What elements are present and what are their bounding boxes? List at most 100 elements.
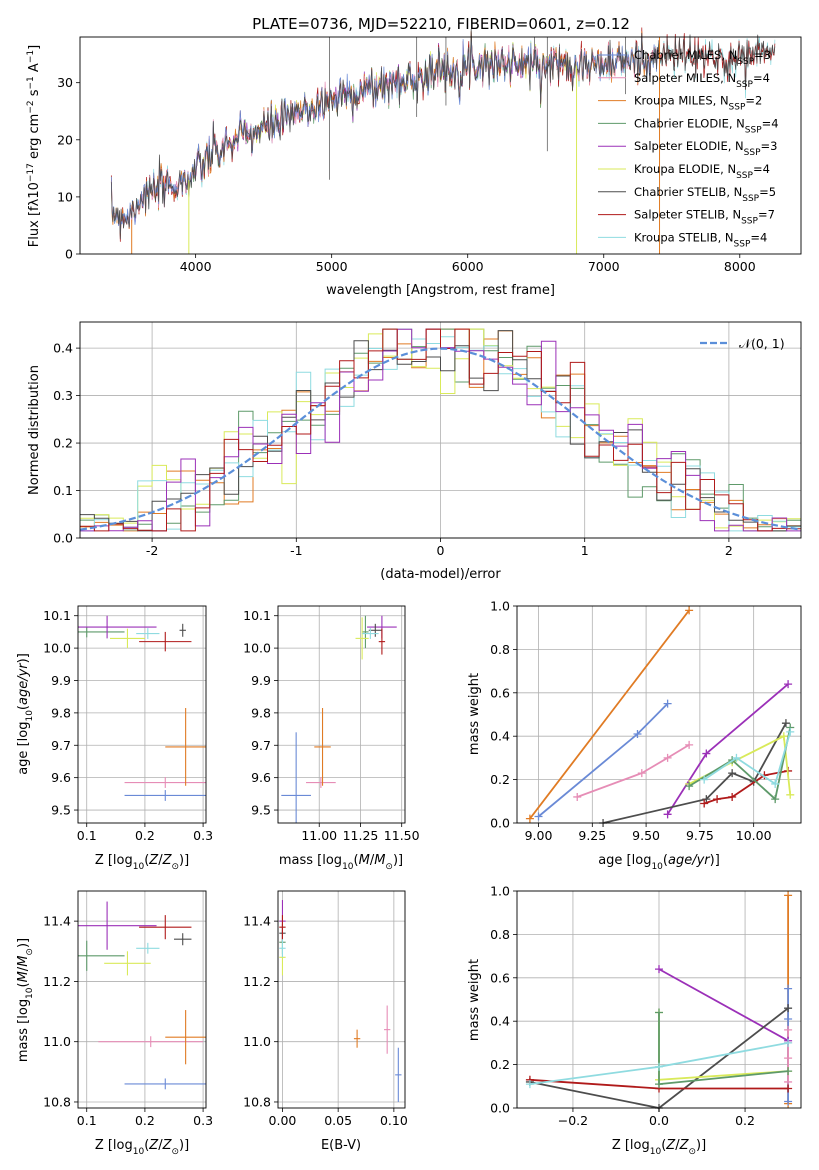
mass-vs-Z-ytick-label-3: 11.4 [43,914,71,929]
weight-vs-age-series-3-marker-1 [702,749,711,758]
spectrum-line-salpeter-elodie [184,35,577,191]
age-vs-mass-ytick-label-5: 10.0 [243,641,271,656]
age-vs-Z-xlabel: Z [log10(Z/Z⊙)] [95,853,189,872]
weight-vs-age-series-8-marker-2 [771,779,780,788]
weight-vs-age-series-7-marker-0 [685,782,694,791]
spectrum-legend-label-7: Salpeter STELIB, NSSP=7 [634,208,775,227]
residuals-ytick-label-3: 0.3 [53,388,73,403]
spectrum-ytick-label-2: 20 [57,132,73,147]
age-vs-mass-ytick-label-2: 9.7 [251,738,271,753]
age-vs-mass-frame [277,605,406,824]
mass-vs-Z-xlabel: Z [log10(Z/Z⊙)] [95,1138,189,1157]
age-vs-Z-xtick-label-2: 0.3 [193,828,213,843]
spectrum-xtick-label-0: 4000 [180,259,212,274]
age-vs-Z-ylabel: age [log10(age/yr)] [16,653,35,775]
spectrum-legend-label-4: Salpeter ELODIE, NSSP=3 [634,139,777,158]
weight-vs-age-series-6-marker-2 [779,732,788,741]
spectrum-line-kroupa-elodie [184,38,577,192]
weight-vs-age-series-7-marker-2 [771,795,780,804]
weight-vs-age-series-0-marker-0 [525,814,534,823]
age-vs-mass-xtick-label-1: 11.25 [343,828,379,843]
weight-vs-age-series-5-marker-1 [713,795,722,804]
residuals-xtick-label-2: 0 [437,543,445,558]
weight-vs-age-series-5-marker-2 [728,792,737,801]
mass-vs-ebv-ytick-label-2: 11.2 [243,974,271,989]
weight-vs-age-series-7 [688,727,792,801]
weight-vs-Z-series-5-marker-2 [784,1084,793,1093]
spectrum-ylabel: Flux [fλ10−17 erg cm−2 s−1 A−1] [26,45,42,247]
residuals-xtick-label-1: -1 [290,543,302,558]
weight-vs-age-frame [516,605,802,824]
weight-vs-Z-series-1-marker-1 [784,1015,793,1024]
weight-vs-age-series-4-marker-4 [781,719,790,728]
spectrum-xtick-label-1: 5000 [316,259,348,274]
weight-vs-age-ytick-label-4: 0.8 [490,642,510,657]
weight-vs-age-series-8 [703,731,792,786]
weight-vs-age-ylabel: mass weight [467,673,482,755]
mass-vs-ebv-ytick-label-0: 10.8 [243,1094,271,1109]
spectrum-frame [79,36,802,255]
weight-vs-age-ytick-label-1: 0.2 [490,772,510,787]
weight-vs-age-series-8-marker-3 [786,727,795,736]
spectrum-legend-label-3: Chabrier ELODIE, NSSP=4 [634,116,779,135]
age-vs-Z-ytick-label-4: 9.9 [51,673,71,688]
weight-vs-Z-ytick-label-2: 0.4 [490,1014,510,1029]
weight-vs-Z-series-8-marker-0 [525,1080,534,1089]
weight-vs-age-series-3-marker-2 [784,680,793,689]
spectrum-ytick-label-1: 10 [57,189,73,204]
residuals-legend-label: 𝒩(0, 1) [739,336,785,351]
weight-vs-Z-xtick-label-0: −0.2 [558,1113,588,1128]
age-vs-mass-ytick-label-4: 9.9 [251,673,271,688]
weight-vs-age-xtick-label-2: 9.50 [632,828,660,843]
weight-vs-age-xlabel: age [log10(age/yr)] [598,853,720,872]
weight-vs-age-xtick-label-0: 9.00 [525,828,553,843]
residuals-ytick-label-0: 0.0 [53,531,73,546]
weight-vs-Z-series-2-marker-3 [784,1025,793,1034]
age-vs-mass-ytick-label-1: 9.6 [251,770,271,785]
mass-vs-Z-ytick-label-1: 11.0 [43,1034,71,1049]
mass-vs-Z-xtick-label-2: 0.3 [193,1113,213,1128]
weight-vs-Z-xlabel: Z [log10(Z/Z⊙)] [612,1138,706,1157]
weight-vs-Z-series-4-marker-2 [784,1004,793,1013]
mass-vs-ebv-frame [277,890,406,1109]
spectrum-xlabel: wavelength [Angstrom, rest frame] [326,283,555,298]
spectrum-line-chabrier-elodie [184,35,577,198]
residuals-xtick-label-0: -2 [146,543,158,558]
weight-vs-age-xtick-label-4: 10.00 [736,828,772,843]
weight-vs-age-series-2-marker-1 [637,769,646,778]
weight-vs-Z-ytick-label-0: 0.0 [490,1101,510,1116]
weight-vs-age-series-2-marker-2 [663,753,672,762]
mass-vs-ebv-xtick-label-0: 0.00 [269,1113,297,1128]
spectrum-xtick-label-4: 8000 [724,259,756,274]
age-vs-Z-ytick-label-3: 9.8 [51,705,71,720]
figure-title: PLATE=0736, MJD=52210, FIBERID=0601, z=0… [252,15,630,33]
age-vs-mass-ytick-label-0: 9.5 [251,803,271,818]
residuals-hist-kroupa-elodie [80,328,801,532]
weight-vs-Z-series-7-marker-1 [655,1080,663,1089]
spectrum-legend-label-2: Kroupa MILES, NSSP=2 [634,94,762,113]
residuals-gaussian-curve [79,347,802,531]
mass-vs-Z-xtick-label-1: 0.2 [135,1113,155,1128]
weight-vs-age-series-3-marker-0 [663,810,672,819]
mass-vs-Z-frame [77,890,207,1109]
weight-vs-Z-xtick-label-2: 0.2 [735,1113,755,1128]
weight-vs-Z-ytick-label-4: 0.8 [490,927,510,942]
weight-vs-age-series-2-marker-0 [573,792,582,801]
weight-vs-Z-series-3-marker-0 [655,965,663,974]
weight-vs-age-series-2 [576,744,690,798]
weight-vs-Z-xtick-label-1: 0.0 [649,1113,669,1128]
weight-vs-age-series-4-marker-2 [728,769,737,778]
weight-vs-age-series-1 [537,702,669,818]
weight-vs-Z-ytick-label-3: 0.6 [490,970,510,985]
weight-vs-age-series-8-marker-1 [732,753,741,762]
spectrum-legend-label-6: Chabrier STELIB, NSSP=5 [634,185,776,204]
age-vs-mass-ytick-label-6: 10.1 [243,608,271,623]
weight-vs-Z-series-0-marker-1 [784,891,793,900]
age-vs-mass-xtick-label-0: 11.00 [301,828,337,843]
residuals-hist-salpeter-stelib [80,328,801,532]
spectrum-ytick-label-0: 0 [65,247,73,262]
weight-vs-age-series-5-marker-0 [700,799,709,808]
mass-vs-Z-xtick-label-0: 0.1 [77,1113,97,1128]
weight-vs-age-xtick-label-3: 9.75 [686,828,714,843]
